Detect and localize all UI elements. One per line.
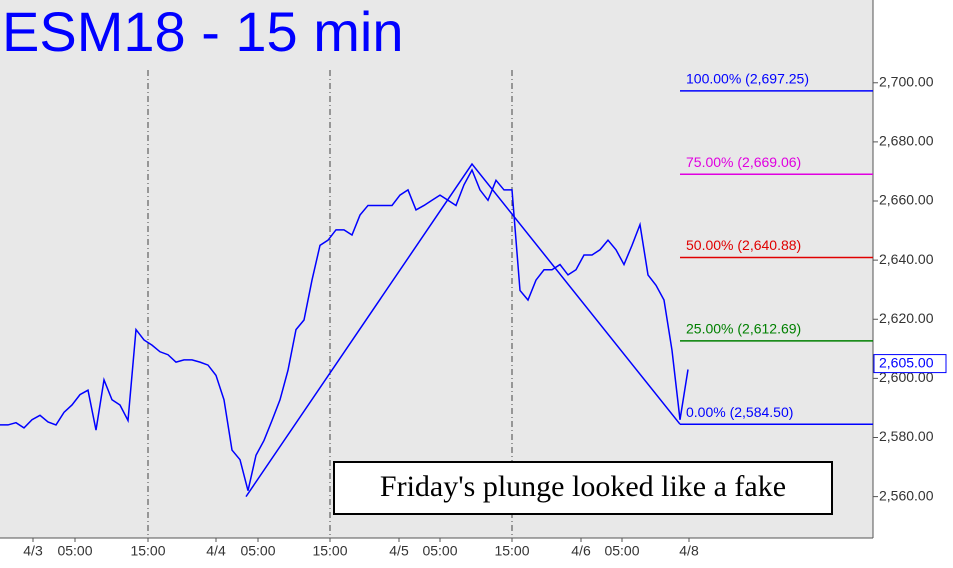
fib-label: 75.00% (2,669.06) bbox=[686, 154, 801, 170]
price-line bbox=[0, 168, 689, 491]
x-tick-label: 15:00 bbox=[494, 543, 529, 559]
chart-title: ESM18 - 15 min bbox=[2, 0, 404, 63]
x-tick-label: 05:00 bbox=[240, 543, 275, 559]
y-tick-label: 2,700.00 bbox=[879, 73, 934, 89]
y-tick-label: 2,620.00 bbox=[879, 310, 934, 326]
last-price-label: 2,605.00 bbox=[879, 354, 934, 370]
fib-label: 50.00% (2,640.88) bbox=[686, 237, 801, 253]
x-tick-label: 05:00 bbox=[57, 543, 92, 559]
x-tick-label: 4/6 bbox=[571, 543, 591, 559]
x-tick-label: 15:00 bbox=[312, 543, 347, 559]
y-tick-label: 2,560.00 bbox=[879, 487, 934, 503]
y-tick-label: 2,680.00 bbox=[879, 133, 934, 149]
annotation: Friday's plunge looked like a fake bbox=[333, 461, 833, 515]
last-price-box bbox=[873, 354, 947, 374]
annotation-text: Friday's plunge looked like a fake bbox=[380, 470, 786, 503]
x-tick-label: 4/8 bbox=[679, 543, 699, 559]
x-tick-label: 15:00 bbox=[130, 543, 165, 559]
fib-label: 25.00% (2,612.69) bbox=[686, 321, 801, 337]
marks bbox=[0, 90, 873, 498]
zigzag-line bbox=[245, 162, 681, 498]
x-tick-label: 05:00 bbox=[422, 543, 457, 559]
plot-area bbox=[0, 0, 873, 538]
x-tick-label: 4/4 bbox=[206, 543, 226, 559]
y-tick-label: 2,660.00 bbox=[879, 192, 934, 208]
y-tick-label: 2,640.00 bbox=[879, 251, 934, 267]
grid bbox=[32, 70, 878, 542]
x-tick-label: 05:00 bbox=[604, 543, 639, 559]
x-tick-label: 4/5 bbox=[389, 543, 409, 559]
y-tick-label: 2,580.00 bbox=[879, 428, 934, 444]
x-tick-label: 4/3 bbox=[23, 543, 43, 559]
annotation-box bbox=[333, 461, 833, 515]
fib-label: 100.00% (2,697.25) bbox=[686, 71, 809, 87]
fib-label: 0.00% (2,584.50) bbox=[686, 404, 793, 420]
